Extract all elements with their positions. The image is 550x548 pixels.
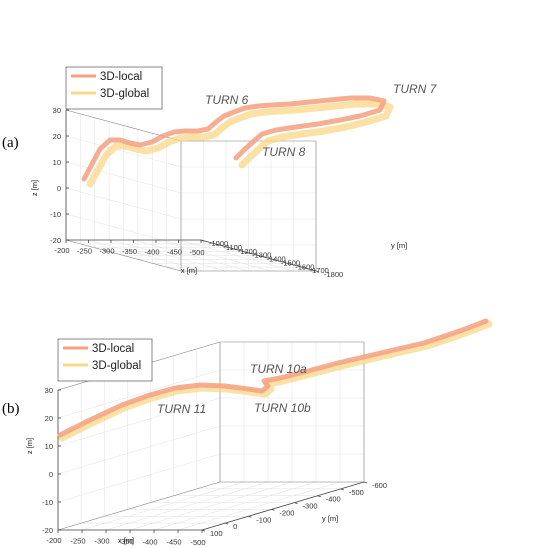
panel-b-y-tick bbox=[294, 502, 298, 504]
panel-a-z-tick-label: 20 bbox=[53, 132, 61, 141]
panel-a-annotation: TURN 7 bbox=[393, 82, 438, 96]
panel-b-y-tick-label: -600 bbox=[372, 481, 387, 490]
panel-b-grid-z bbox=[57, 453, 364, 503]
panel-b-y-tick-label: 0 bbox=[233, 522, 237, 531]
panel-a-y-tick bbox=[258, 255, 262, 257]
panel-a-y-tick-label: -1600 bbox=[295, 262, 314, 271]
panel-a-z-tick-label: 30 bbox=[53, 106, 61, 115]
panel-b-y-tick-label: -100 bbox=[256, 515, 271, 524]
panel-a-y-tick bbox=[229, 247, 233, 250]
panel-b-annotation: TURN 10b bbox=[254, 401, 311, 415]
panel-a-legend-label: 3D-global bbox=[100, 88, 149, 100]
panel-b-grid-z bbox=[57, 425, 364, 475]
panel-a-x-tick-label: -300 bbox=[99, 247, 114, 256]
panel-b-annotation: TURN 11 bbox=[157, 402, 206, 416]
panel-a-y-tick-label: -1200 bbox=[238, 247, 257, 256]
panel-a-z-tick-label: 0 bbox=[57, 184, 61, 193]
panel-b-y-tick bbox=[271, 509, 275, 511]
panel-a-y-tick-label: -1700 bbox=[310, 266, 329, 275]
panel-b-y-axis bbox=[201, 481, 365, 531]
panel-b-y-tick-label: -300 bbox=[303, 502, 318, 511]
panel-b-series-line-local bbox=[57, 318, 489, 438]
panel-b-grid-z bbox=[57, 397, 364, 447]
panel-a-y-tick-label: -1800 bbox=[324, 270, 343, 279]
panel-b-y-tick-label: -200 bbox=[279, 508, 294, 517]
panel-a-annotation: TURN 8 bbox=[262, 145, 306, 159]
panel-b-x-tick-label: -400 bbox=[142, 537, 157, 546]
panel-a-series-line-local bbox=[81, 95, 387, 182]
panel-b-z-tick-label: 10 bbox=[45, 442, 53, 451]
panel-a-x-tick-label: -350 bbox=[122, 247, 137, 256]
panel-a-x-tick-label: -200 bbox=[54, 246, 69, 255]
panel-b-z-tick-label: 30 bbox=[45, 386, 53, 395]
panel-b-y-tick-label: 100 bbox=[210, 529, 223, 538]
panel-b-z-tick-label: 20 bbox=[45, 414, 53, 423]
panel-a-y-tick bbox=[287, 262, 291, 265]
panel-b-x-tick-label: -500 bbox=[190, 538, 205, 547]
panel-b-y-tick bbox=[225, 522, 229, 525]
panel-b-x-tick-label: -350 bbox=[118, 537, 133, 546]
panel-a-x-tick-label: -500 bbox=[189, 248, 204, 257]
panel-b-y-tick bbox=[201, 529, 206, 532]
panel-a-z-tick-label: -20 bbox=[50, 236, 61, 245]
panel-b-y-tick bbox=[317, 495, 321, 498]
panel-a-y-tick-label: -1100 bbox=[223, 243, 242, 252]
panel-b-panel-tag: (b) bbox=[2, 401, 20, 417]
panel-b-y-tick bbox=[248, 515, 252, 518]
panel-a-y-axis-label: y [m] bbox=[391, 241, 407, 250]
panel-a-y-tick-label: -1300 bbox=[252, 251, 271, 260]
panel-b-y-axis-label: y [m] bbox=[322, 514, 338, 523]
panel-b-x-tick-label: -250 bbox=[70, 536, 85, 545]
panel-b-legend-label: 3D-local bbox=[92, 343, 134, 355]
panel-a-x-axis-label: x [m] bbox=[181, 266, 197, 275]
panel-b-x-tick-label: -450 bbox=[166, 538, 181, 547]
panel-b-x-tick-label: -200 bbox=[46, 536, 61, 545]
panel-b-y-tick bbox=[340, 488, 344, 491]
panel-b-y-tick-label: -500 bbox=[349, 488, 364, 497]
panel-a-legend-label: 3D-local bbox=[100, 71, 142, 83]
panel-a-y-tick bbox=[301, 266, 305, 269]
panel-a-y-tick bbox=[215, 243, 219, 246]
panel-a-panel-tag: (a) bbox=[2, 135, 19, 151]
panel-a-z-tick-label: 10 bbox=[53, 158, 61, 167]
panel-b-x-axis-label: x [m] bbox=[118, 536, 134, 545]
panel-a: -200 -250 -300 -350 -400 -450 -500-1000-1100-1… bbox=[2, 66, 438, 279]
panel-b: -200 -250 -300 -350 -400 -450 -5001000-100-200… bbox=[2, 318, 493, 547]
panel-a-y-tick-label: -1500 bbox=[281, 258, 300, 267]
panel-a-x-tick-label: -250 bbox=[77, 246, 92, 255]
panel-a-annotation: TURN 6 bbox=[205, 93, 249, 107]
panel-b-z-tick-label: -20 bbox=[42, 526, 53, 535]
panel-b-y-tick bbox=[363, 481, 368, 484]
panel-a-y-tick bbox=[272, 258, 277, 261]
panel-a-x-tick-label: -400 bbox=[144, 247, 159, 256]
panel-a-x-tick-label: -450 bbox=[167, 248, 182, 257]
panel-a-y-tick-label: -1400 bbox=[267, 255, 286, 264]
panel-b-legend-label: 3D-global bbox=[92, 360, 141, 372]
panel-a-y-tick bbox=[243, 251, 248, 254]
panel-a-z-tick-label: -10 bbox=[50, 210, 61, 219]
panel-b-z-tick-label: -10 bbox=[42, 498, 53, 507]
panel-a-y-tick bbox=[200, 239, 205, 242]
panel-a-series-line-global bbox=[86, 100, 394, 188]
panel-a-grid-z bbox=[65, 187, 316, 220]
panel-b-legend-box bbox=[57, 338, 153, 382]
panel-b-z-tick-label: 0 bbox=[49, 470, 53, 479]
panel-b-x-tick-label: -300 bbox=[94, 537, 109, 546]
panel-b-y-tick-label: -400 bbox=[326, 495, 341, 504]
panel-a-z-axis-label: z [m] bbox=[30, 180, 39, 196]
panel-b-box-floor-back bbox=[57, 481, 221, 531]
panel-a-legend-box bbox=[65, 66, 163, 110]
panel-b-z-axis-label: z [m] bbox=[25, 438, 34, 454]
panel-b-grid-y bbox=[104, 376, 249, 517]
panel-a-y-tick bbox=[315, 270, 320, 273]
panel-b-annotation: TURN 10a bbox=[250, 362, 307, 376]
panel-a-box-floor-back bbox=[65, 239, 182, 272]
panel-a-y-tick-label: -1000 bbox=[209, 239, 228, 248]
